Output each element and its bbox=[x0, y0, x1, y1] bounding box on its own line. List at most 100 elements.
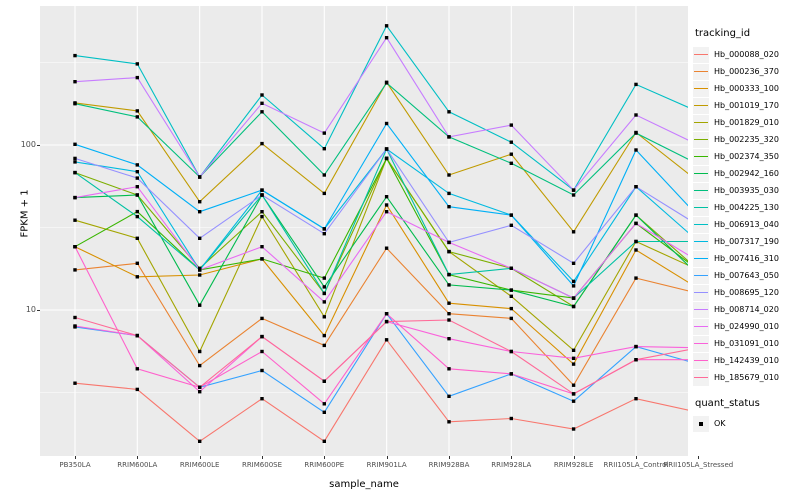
data-point bbox=[135, 214, 139, 219]
series-line-Hb_185679_010 bbox=[74, 316, 688, 395]
data-point bbox=[322, 276, 326, 280]
data-point bbox=[260, 368, 264, 373]
legend-label: Hb_008695_120 bbox=[714, 288, 779, 297]
legend-label: Hb_142439_010 bbox=[714, 356, 779, 365]
data-point bbox=[322, 300, 326, 304]
legend-label: Hb_185679_010 bbox=[714, 373, 779, 382]
legend-key bbox=[693, 80, 709, 97]
data-point bbox=[571, 399, 576, 403]
legend-item-Hb_142439_010: Hb_142439_010 bbox=[693, 352, 799, 369]
x-tick-mark bbox=[698, 456, 700, 459]
data-point bbox=[509, 372, 513, 376]
data-point bbox=[384, 312, 389, 316]
series-line-Hb_006913_040 bbox=[74, 24, 688, 191]
x-tick-label: RRIM928LE bbox=[553, 461, 594, 469]
data-point bbox=[135, 109, 139, 113]
data-point bbox=[135, 75, 139, 80]
data-point bbox=[198, 236, 202, 240]
data-point bbox=[322, 147, 326, 151]
data-point bbox=[571, 188, 576, 192]
legend-label: Hb_002374_350 bbox=[714, 152, 779, 161]
data-point bbox=[571, 348, 576, 352]
y-tick-mark bbox=[37, 145, 40, 146]
data-point bbox=[384, 195, 389, 199]
data-point bbox=[135, 170, 139, 174]
x-tick-label: RRIM600LA bbox=[117, 461, 158, 469]
legend-label: Hb_024990_010 bbox=[714, 322, 779, 331]
data-point bbox=[73, 170, 77, 175]
x-tick-mark bbox=[573, 456, 575, 459]
data-point bbox=[322, 402, 326, 406]
data-point bbox=[571, 296, 576, 300]
data-point bbox=[447, 420, 451, 424]
legend-label: Hb_000088_020 bbox=[714, 50, 779, 59]
legend-label: Hb_002235_320 bbox=[714, 135, 779, 144]
x-tick-mark bbox=[261, 456, 263, 459]
x-tick-mark bbox=[199, 456, 201, 459]
legend-key bbox=[693, 318, 709, 335]
legend-items: Hb_000088_020 Hb_000236_370 Hb_000333_100 H… bbox=[693, 46, 799, 386]
legend-line-swatch bbox=[694, 104, 708, 106]
data-point bbox=[384, 210, 389, 214]
legend-label: Hb_000236_370 bbox=[714, 67, 779, 76]
data-point bbox=[634, 148, 638, 152]
legend-key bbox=[693, 352, 709, 369]
legend-item-Hb_008695_120: Hb_008695_120 bbox=[693, 284, 799, 301]
legend-item-Hb_024990_010: Hb_024990_010 bbox=[693, 318, 799, 335]
data-point bbox=[509, 306, 513, 311]
series-line-Hb_000236_370 bbox=[74, 247, 688, 387]
series-line-Hb_000333_100 bbox=[74, 203, 688, 365]
x-tick-mark bbox=[635, 456, 637, 459]
data-point bbox=[73, 80, 77, 84]
data-point bbox=[571, 304, 576, 309]
x-tick-label: PB350LA bbox=[59, 461, 91, 469]
data-point bbox=[571, 230, 576, 234]
legend-key bbox=[693, 369, 709, 386]
data-point bbox=[135, 387, 139, 392]
series-line-Hb_008695_120 bbox=[74, 148, 688, 265]
data-point bbox=[384, 338, 389, 342]
data-point bbox=[198, 273, 202, 277]
data-point bbox=[135, 193, 139, 197]
data-point bbox=[571, 279, 576, 284]
legend-item-Hb_003935_030: Hb_003935_030 bbox=[693, 182, 799, 199]
data-point bbox=[73, 324, 77, 328]
y-axis-title: FPKM + 1 bbox=[19, 189, 31, 238]
legend-line-swatch bbox=[694, 121, 708, 123]
data-point bbox=[260, 214, 264, 219]
legend-item-Hb_004225_130: Hb_004225_130 bbox=[693, 199, 799, 216]
data-point bbox=[322, 333, 326, 338]
x-tick-mark bbox=[386, 456, 388, 459]
data-point bbox=[509, 152, 513, 156]
legend-label: Hb_008714_020 bbox=[714, 305, 779, 314]
data-point bbox=[322, 291, 326, 296]
data-point bbox=[384, 81, 389, 85]
legend-line-swatch bbox=[694, 325, 708, 327]
plot-panel bbox=[40, 6, 688, 456]
plot-canvas bbox=[40, 6, 688, 456]
x-tick-label: RRIM901LA bbox=[366, 461, 407, 469]
legend: tracking_id Hb_000088_020 Hb_000236_370 Hb… bbox=[693, 28, 799, 432]
legend-key bbox=[693, 63, 709, 80]
data-point bbox=[509, 294, 513, 298]
x-tick-label: RRII105LA_Stressed bbox=[663, 461, 734, 469]
data-point bbox=[447, 394, 451, 398]
x-tick-label: RRIM600SE bbox=[241, 461, 283, 469]
data-point bbox=[447, 367, 451, 371]
legend-item-Hb_000236_370: Hb_000236_370 bbox=[693, 63, 799, 80]
data-point bbox=[260, 101, 264, 105]
data-point bbox=[135, 163, 139, 167]
legend-key bbox=[693, 165, 709, 182]
data-point bbox=[634, 82, 638, 87]
quant-ok-label: OK bbox=[714, 419, 726, 428]
data-point bbox=[447, 301, 451, 305]
data-point bbox=[571, 427, 576, 431]
legend-item-Hb_031091_010: Hb_031091_010 bbox=[693, 335, 799, 352]
data-point bbox=[384, 147, 389, 151]
legend-line-swatch bbox=[694, 206, 708, 208]
data-point bbox=[447, 110, 451, 114]
legend-item-Hb_001829_010: Hb_001829_010 bbox=[693, 114, 799, 131]
legend-item-Hb_002942_160: Hb_002942_160 bbox=[693, 165, 799, 182]
legend-label: Hb_007317_190 bbox=[714, 237, 779, 246]
